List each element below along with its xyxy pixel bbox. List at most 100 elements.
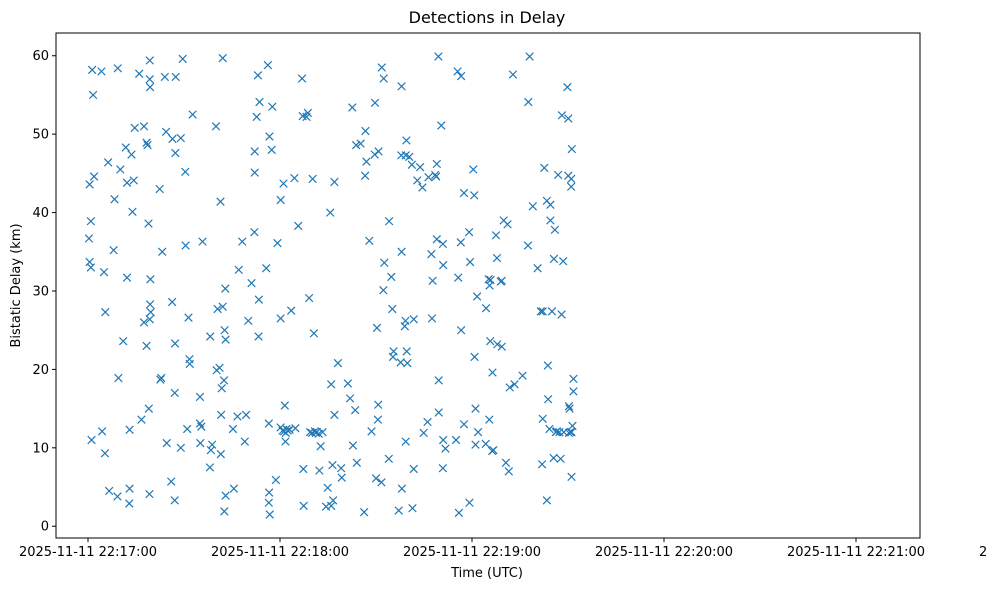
data-point (348, 441, 358, 450)
data-point (423, 417, 432, 427)
data-point (402, 136, 411, 145)
data-point (550, 225, 560, 235)
data-point (122, 178, 132, 187)
data-point (281, 437, 290, 446)
data-point (166, 477, 176, 486)
data-point (497, 276, 506, 286)
data-point (471, 404, 480, 413)
data-point (279, 179, 288, 188)
data-point (99, 267, 109, 277)
data-point (250, 147, 259, 156)
data-point (276, 314, 285, 323)
data-point (206, 445, 216, 455)
data-point (564, 402, 574, 411)
data-point (545, 424, 554, 434)
data-point (360, 171, 370, 180)
x-tick-label: 2025-11-11 22:22:00 (979, 545, 988, 560)
data-point (185, 359, 194, 369)
data-point (567, 472, 576, 482)
data-point (387, 272, 396, 282)
data-point (184, 313, 193, 322)
data-point (219, 376, 229, 385)
data-point (121, 143, 130, 152)
data-point (336, 463, 346, 473)
data-point (359, 507, 369, 517)
data-point (211, 122, 221, 131)
x-tick-label: 2025-11-11 22:21:00 (787, 545, 925, 560)
data-point (413, 176, 422, 185)
data-point (86, 263, 96, 272)
data-point (465, 257, 475, 267)
data-point (403, 358, 412, 368)
data-point (407, 160, 417, 169)
data-point (290, 173, 299, 183)
data-point (459, 188, 469, 198)
data-point (489, 445, 498, 455)
data-point (233, 412, 242, 421)
data-point (337, 473, 346, 482)
data-point (161, 127, 171, 137)
data-point (264, 498, 274, 507)
data-point (348, 103, 357, 112)
data-point (438, 435, 448, 445)
data-point (400, 322, 410, 331)
data-point (453, 67, 462, 76)
data-point (504, 467, 514, 476)
data-point (362, 157, 371, 166)
data-point (144, 219, 153, 228)
data-point (116, 165, 125, 174)
data-point (315, 466, 324, 475)
data-point (518, 371, 527, 380)
data-point (143, 140, 152, 150)
data-point (160, 72, 170, 82)
data-point (557, 111, 567, 120)
data-point (263, 60, 273, 70)
data-point (134, 69, 144, 79)
data-point (207, 440, 217, 449)
data-point (374, 400, 383, 409)
data-point (351, 140, 361, 150)
data-point (505, 383, 514, 392)
data-point (558, 256, 568, 266)
points-layer (84, 52, 578, 519)
data-point (181, 167, 190, 177)
data-point (486, 336, 495, 346)
data-point (569, 374, 578, 384)
data-point (543, 394, 553, 404)
data-point (88, 90, 98, 100)
data-point (181, 241, 190, 250)
data-point (524, 97, 533, 107)
data-point (216, 449, 226, 459)
data-point (371, 474, 381, 483)
data-point (356, 139, 365, 148)
data-point (538, 414, 547, 424)
data-point (127, 150, 136, 159)
data-point (188, 110, 197, 119)
data-point (268, 102, 277, 111)
data-point (86, 216, 96, 226)
data-point (503, 220, 512, 229)
data-point (379, 285, 388, 295)
data-point (286, 306, 296, 315)
data-point (264, 419, 274, 428)
data-point (101, 307, 110, 317)
data-point (87, 65, 97, 75)
data-point (546, 216, 555, 225)
data-point (508, 70, 518, 79)
data-point (537, 460, 547, 469)
data-point (464, 227, 474, 237)
data-point (218, 302, 227, 311)
data-point (100, 449, 110, 458)
data-point (255, 97, 264, 107)
data-point (568, 421, 577, 431)
data-point (434, 52, 443, 61)
data-point (510, 380, 519, 389)
x-axis-ticks: 2025-11-11 22:17:00 2025-11-11 22:18:00 20… (19, 538, 988, 560)
data-point (470, 191, 479, 200)
data-point (170, 339, 180, 348)
data-point (525, 52, 534, 61)
data-point (170, 388, 179, 398)
data-point (110, 195, 119, 204)
